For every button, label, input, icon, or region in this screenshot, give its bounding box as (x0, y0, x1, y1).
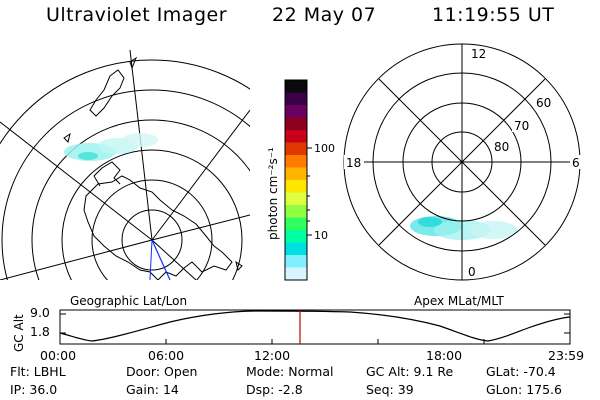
colorbar-segment (285, 167, 307, 181)
altitude-curve (59, 310, 571, 342)
altitude-x-ticks (165, 339, 485, 344)
lat-label-80: 80 (494, 140, 509, 154)
time-tick-1800: 18:00 (426, 348, 463, 363)
colorbar-segment (285, 192, 307, 206)
status-gc-alt-value: 9.1 Re (413, 364, 454, 379)
altitude-tick-low: 1.8 (30, 324, 50, 339)
status-mode: Mode: Normal (246, 364, 334, 379)
colorbar-segment (285, 155, 307, 168)
mlt-label-bg-12 (470, 47, 486, 60)
status-glat-value: -70.4 (523, 364, 556, 379)
mlt-label-0: 0 (468, 265, 476, 279)
status-filter-value: LBHL (33, 364, 66, 379)
date-label: 22 May 07 (272, 4, 377, 26)
mlt-label-6: 6 (572, 156, 580, 170)
altitude-plot (59, 309, 571, 345)
mlt-label-12: 12 (471, 47, 486, 61)
mlt-polar-plot: 12 18 6 0 60 70 80 (343, 43, 582, 281)
colorbar-unit: photon cm⁻²s⁻¹ (266, 147, 280, 240)
time-tick-0600: 06:00 (148, 348, 185, 363)
status-gc-alt: GC Alt: 9.1 Re (366, 364, 454, 379)
colorbar-segment (285, 230, 307, 243)
lat-label-70: 70 (514, 119, 529, 133)
colorbar-segment (285, 80, 307, 93)
mlt-label-bg-0 (466, 264, 478, 278)
local-meridian-2 (149, 239, 153, 280)
colorbar-segment (285, 117, 307, 131)
antarctica-coastline (83, 175, 233, 280)
colorbar-tick-100: 100 (314, 142, 335, 155)
colorbar-frame (284, 79, 308, 281)
status-filter: Flt: LBHL (10, 364, 66, 379)
status-seq-value: 39 (397, 382, 414, 397)
status-glat: GLat: -70.4 (486, 364, 556, 379)
longitude-lines (0, 50, 250, 280)
time-label: 11:19:55 UT (432, 4, 555, 26)
status-seq: Seq: 39 (366, 382, 414, 397)
latitude-circles (0, 59, 250, 280)
time-tick-1200: 12:00 (254, 348, 291, 363)
instrument-title: Ultraviolet Imager (46, 4, 228, 26)
local-meridian (151, 239, 171, 280)
status-dsp-value: -2.8 (278, 382, 303, 397)
status-door: Door: Open (126, 364, 198, 379)
mlt-meridians (344, 44, 580, 280)
colorbar-segment (285, 92, 307, 106)
colorbar-segment (285, 217, 307, 231)
lat-label-bg-60 (534, 96, 552, 109)
colorbar-tick-10: 10 (314, 229, 328, 242)
colorbar-segment (285, 105, 307, 118)
lat-label-bg-70 (512, 119, 530, 132)
colorbar-segment (285, 267, 307, 281)
altitude-y-ticks (60, 313, 570, 334)
status-door-value: Open (164, 364, 198, 379)
right-panel-label: Apex MLat/MLT (414, 294, 504, 308)
colorbar-segment (285, 242, 307, 256)
status-glon: GLon: 175.6 (486, 382, 562, 397)
colorbar-ticks (307, 147, 312, 236)
status-ip-value: 36.0 (29, 382, 58, 397)
colorbar-segment (285, 255, 307, 268)
status-gain: Gain: 14 (126, 382, 179, 397)
left-panel-label: Geographic Lat/Lon (70, 294, 188, 308)
status-gain-value: 14 (162, 382, 179, 397)
mlt-label-18: 18 (346, 156, 361, 170)
lat-label-bg-80 (492, 140, 510, 153)
status-mode-value: Normal (288, 364, 334, 379)
status-ip: IP: 36.0 (10, 382, 58, 397)
islands (63, 56, 243, 271)
geographic-map (0, 50, 250, 280)
time-tick-0000: 00:00 (40, 348, 77, 363)
mlt-label-bg-18 (344, 155, 364, 169)
colorbar (285, 80, 307, 281)
new-zealand-coastline (89, 69, 125, 117)
lat-label-60: 60 (536, 96, 551, 110)
status-dsp: Dsp: -2.8 (246, 382, 303, 397)
colorbar-segment (285, 142, 307, 156)
status-glon-value: 175.6 (526, 382, 562, 397)
aurora-emission-right (410, 216, 518, 240)
altitude-tick-high: 9.0 (30, 305, 50, 320)
altitude-frame (59, 309, 571, 345)
time-tick-2359: 23:59 (548, 348, 585, 363)
mlt-label-bg-6 (570, 155, 582, 169)
peninsula-coastline (93, 161, 121, 187)
colorbar-segment (285, 180, 307, 193)
aurora-emission-left (64, 133, 158, 161)
colorbar-segment (285, 130, 307, 143)
altitude-axis-label: GC Alt (12, 314, 26, 352)
colorbar-segment (285, 205, 307, 218)
